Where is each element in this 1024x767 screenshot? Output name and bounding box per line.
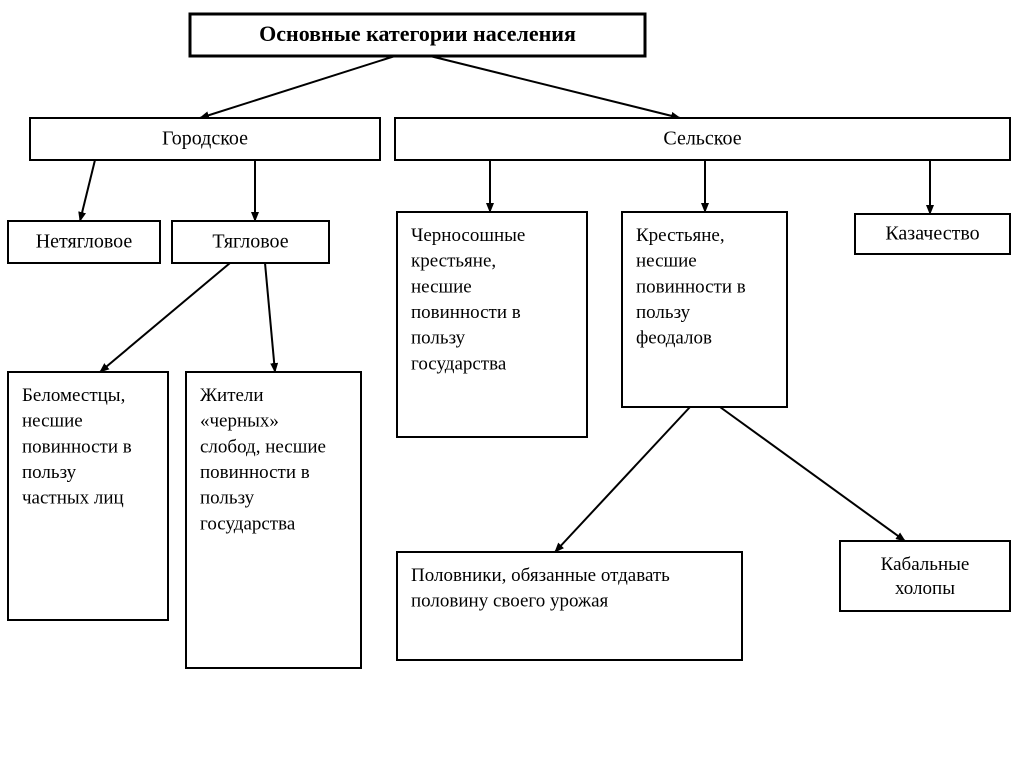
node-label-root: Основные категории населения: [259, 21, 576, 46]
diagram-canvas: Основные категории населения Городское Сел…: [0, 0, 1024, 767]
node-polovnik: Половники, обязанные отдаватьполовину св…: [397, 552, 742, 660]
node-belomest: Беломестцы,несшиеповинности впользучастн…: [8, 372, 168, 620]
edge-tax-belomest: [100, 263, 230, 372]
node-label-tax: Тягловое: [212, 231, 288, 253]
node-label-rural: Сельское: [663, 128, 741, 150]
edge-urban-nontax: [80, 160, 95, 221]
node-kabal: Кабальныехолопы: [840, 541, 1010, 611]
edge-feudal-kabal: [720, 407, 905, 541]
node-box-kabal: [840, 541, 1010, 611]
node-label-nontax: Нетягловое: [36, 231, 133, 253]
edge-tax-blacksub: [265, 263, 275, 372]
node-chernososh: Черносошныекрестьяне,несшиеповинности вп…: [397, 212, 587, 437]
node-feudal: Крестьяне,несшиеповинности впользуфеодал…: [622, 212, 787, 407]
node-tax: Тягловое: [172, 221, 329, 263]
node-label-cossacks: Казачество: [885, 223, 979, 245]
node-root: Основные категории населения: [190, 14, 645, 56]
node-label-urban: Городское: [162, 128, 248, 150]
node-nontax: Нетягловое: [8, 221, 160, 263]
node-layer: Основные категории населения Городское Сел…: [8, 14, 1010, 668]
node-cossacks: Казачество: [855, 214, 1010, 254]
node-label-belomest: Беломестцы,несшиеповинности впользучастн…: [22, 385, 132, 509]
edge-root-rural: [430, 56, 680, 118]
node-rural: Сельское: [395, 118, 1010, 160]
node-blacksub: Жители«черных»слобод, несшиеповинности в…: [186, 372, 361, 668]
edge-root-urban: [200, 56, 395, 118]
node-urban: Городское: [30, 118, 380, 160]
